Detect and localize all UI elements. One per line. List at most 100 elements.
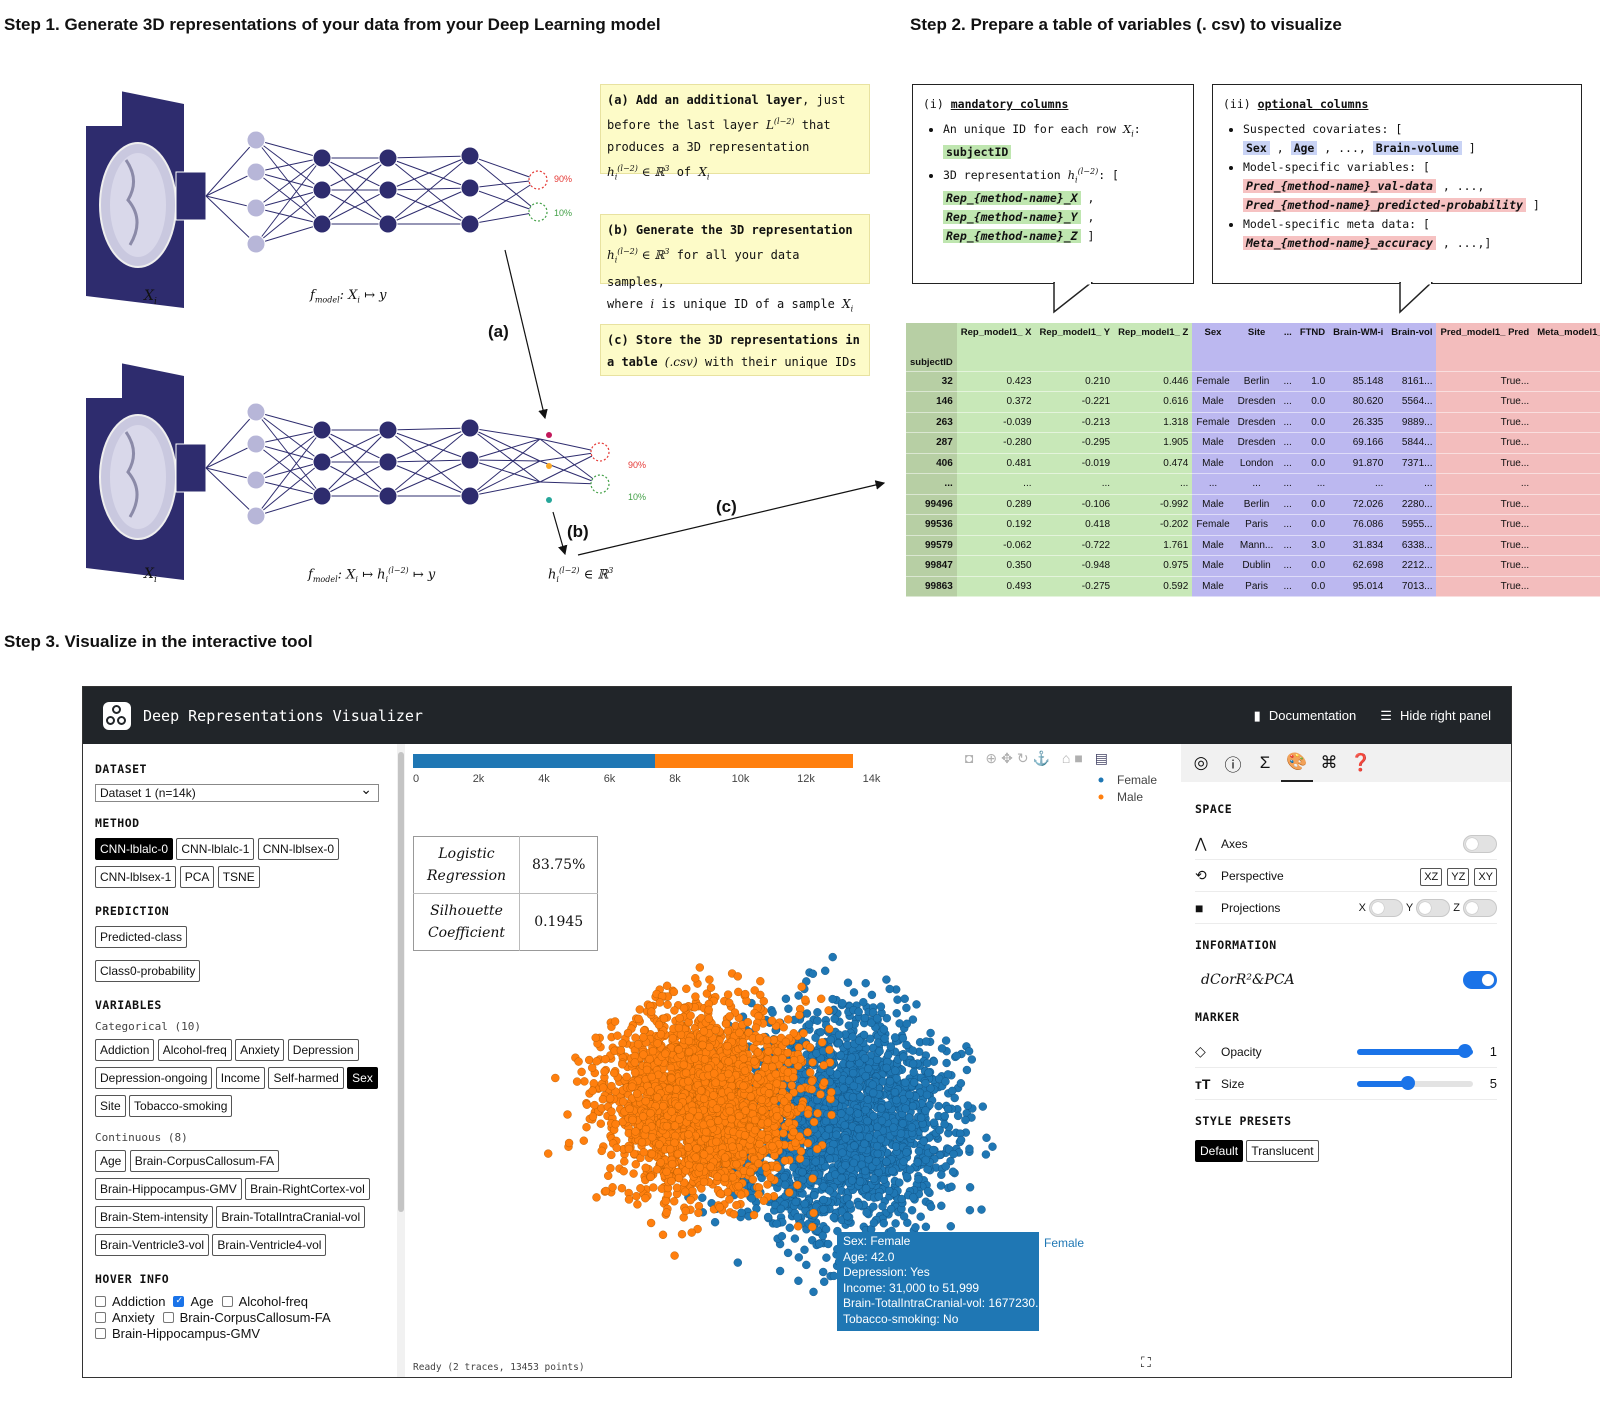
scrollbar-thumb[interactable] [398, 752, 404, 1212]
zoom-icon[interactable]: ⊕ [985, 750, 1002, 766]
preset-default-button[interactable]: Default [1195, 1140, 1244, 1162]
camera-icon[interactable]: ◘ [965, 750, 978, 766]
legend-label[interactable]: Female [1117, 773, 1157, 787]
tab-command-icon[interactable]: ⌘ [1320, 753, 1338, 772]
projection-z-toggle[interactable] [1463, 898, 1497, 917]
method-chip[interactable]: TSNE [217, 866, 260, 888]
bar-tick-label: 14k [863, 773, 881, 785]
bar-tick-label: 2k [473, 773, 485, 785]
method-chip[interactable]: PCA [179, 866, 215, 888]
variable-chip[interactable]: Brain-CorpusCallosum-FA [129, 1150, 280, 1172]
hover-checkbox[interactable]: Addiction [95, 1294, 165, 1309]
scatter-point [806, 1068, 815, 1077]
table-cell: ... [1279, 555, 1296, 577]
variable-chip[interactable]: Brain-TotalIntraCranial-vol [216, 1206, 366, 1228]
variable-chip[interactable]: Income [215, 1067, 266, 1089]
checkbox-icon[interactable] [95, 1328, 106, 1339]
hover-checkbox[interactable]: Age [173, 1294, 214, 1309]
scatter-point [909, 1068, 918, 1077]
orbit-icon[interactable]: ⚓ [1032, 750, 1054, 766]
tab-info-icon[interactable]: ⓘ [1224, 755, 1242, 775]
tab-palette-icon[interactable]: 🎨 [1281, 744, 1313, 782]
hide-right-panel-button[interactable]: ☰ Hide right panel [1380, 707, 1491, 723]
method-chip[interactable]: CNN-lblsex-0 [257, 838, 340, 860]
scatter-point [908, 1015, 918, 1024]
dataset-select[interactable]: Dataset 1 (n=14k) [95, 781, 379, 802]
variable-chip[interactable]: Brain-RightCortex-vol [245, 1178, 370, 1200]
checkbox-icon[interactable] [95, 1296, 106, 1307]
projection-y-toggle[interactable] [1416, 898, 1451, 917]
plot-area[interactable]: 0 2k 4k 6k 8k 10k 12k 14k Female Male ◘ ⊕✥↻⚓ ⌂■ ▤… [405, 744, 1179, 1377]
scatter-point [736, 1190, 746, 1199]
checkbox-icon[interactable] [162, 1312, 174, 1323]
table-cell: 0.289 [956, 494, 1036, 515]
perspective-xy-button[interactable]: XY [1474, 867, 1497, 886]
tab-help-icon[interactable]: ❓ [1350, 753, 1372, 772]
legend-label[interactable]: Male [1117, 790, 1143, 804]
plotly-logo-icon[interactable]: ▤ [1094, 750, 1112, 766]
rotate-icon[interactable]: ↻ [1016, 750, 1033, 766]
scatter-point [848, 1176, 857, 1185]
scatter-point [579, 1136, 589, 1145]
table-cell: 0.418 [1035, 514, 1115, 536]
opacity-slider[interactable] [1357, 1043, 1473, 1058]
hover-checkbox[interactable]: Brain-CorpusCallosum-FA [162, 1310, 331, 1325]
predicted-class-chip[interactable]: Predicted-class [95, 926, 188, 948]
projection-x-toggle[interactable] [1368, 898, 1403, 917]
scatter-point [635, 1005, 645, 1014]
table-cell: Female [1192, 514, 1234, 536]
visualizer-app: Deep Representations Visualizer ▮ Documen… [82, 686, 1512, 1378]
scatter-point [746, 1167, 755, 1177]
variable-chip[interactable]: Brain-Stem-intensity [95, 1206, 214, 1228]
hover-checkbox[interactable]: Alcohol-freq [221, 1294, 308, 1309]
class0-probability-chip[interactable]: Class0-probability [95, 960, 201, 982]
video-icon[interactable]: ■ [1074, 750, 1087, 766]
table-cell: 91.870 [1329, 453, 1388, 474]
variable-chip[interactable]: Depression-ongoing [95, 1067, 213, 1089]
variable-chip[interactable]: Depression [287, 1039, 359, 1061]
size-slider[interactable] [1357, 1075, 1473, 1090]
table-cell: ... [1533, 473, 1600, 495]
hover-checkbox[interactable]: Anxiety [95, 1310, 155, 1325]
style-presets-heading: STYLE PRESETS [1195, 1114, 1292, 1128]
axes-toggle[interactable] [1463, 834, 1497, 853]
variable-chip[interactable]: Site [95, 1095, 126, 1117]
pan-icon[interactable]: ✥ [1001, 750, 1017, 766]
tab-sigma-icon[interactable]: Σ [1259, 753, 1271, 772]
variable-chip[interactable]: Addiction [95, 1039, 155, 1061]
perspective-xz-button[interactable]: XZ [1420, 867, 1443, 886]
method-chip[interactable]: CNN-lblalc-0 [95, 838, 174, 860]
checkbox-icon[interactable] [95, 1312, 106, 1323]
left-panel-scrollbar[interactable] [397, 744, 405, 1377]
tab-selection-icon[interactable]: ◎ [1193, 753, 1209, 772]
variable-chip[interactable]: Brain-Hippocampus-GMV [95, 1178, 242, 1200]
checkbox-icon[interactable] [221, 1296, 233, 1307]
preset-translucent-button[interactable]: Translucent [1246, 1140, 1319, 1162]
table-cell: ... [1279, 576, 1296, 597]
dcor-toggle[interactable] [1463, 971, 1497, 989]
scatter-point [869, 1174, 879, 1183]
scatter-point [783, 1068, 793, 1077]
variable-chip[interactable]: Anxiety [235, 1039, 285, 1061]
scatter-point [763, 1212, 773, 1222]
home-icon[interactable]: ⌂ [1061, 750, 1075, 766]
variable-chip[interactable]: Alcohol-freq [157, 1039, 232, 1061]
fullscreen-icon[interactable]: ⛶ [1141, 1354, 1151, 1370]
documentation-link[interactable]: ▮ Documentation [1253, 707, 1357, 723]
variable-chip[interactable]: Tobacco-smoking [129, 1095, 233, 1117]
checkbox-icon[interactable] [173, 1295, 185, 1307]
variable-chip[interactable]: Brain-Ventricle3-vol [95, 1234, 210, 1256]
method-chip[interactable]: CNN-lblsex-1 [95, 866, 177, 888]
hover-checkbox[interactable]: Brain-Hippocampus-GMV [95, 1326, 260, 1341]
variable-chip[interactable]: Brain-Ventricle4-vol [212, 1234, 327, 1256]
scatter-point [946, 1222, 955, 1231]
scatter-point [674, 1101, 683, 1111]
variable-chip[interactable]: Age [95, 1150, 127, 1172]
variable-chip[interactable]: Sex [347, 1067, 378, 1089]
scatter-point [665, 1084, 674, 1093]
perspective-yz-button[interactable]: YZ [1447, 867, 1470, 886]
table-row: 99847 0.350 -0.948 0.975 Male Dublin... 0.0 62.… [906, 555, 1600, 577]
variable-chip[interactable]: Self-harmed [268, 1067, 344, 1089]
method-chip[interactable]: CNN-lblalc-1 [176, 838, 255, 860]
